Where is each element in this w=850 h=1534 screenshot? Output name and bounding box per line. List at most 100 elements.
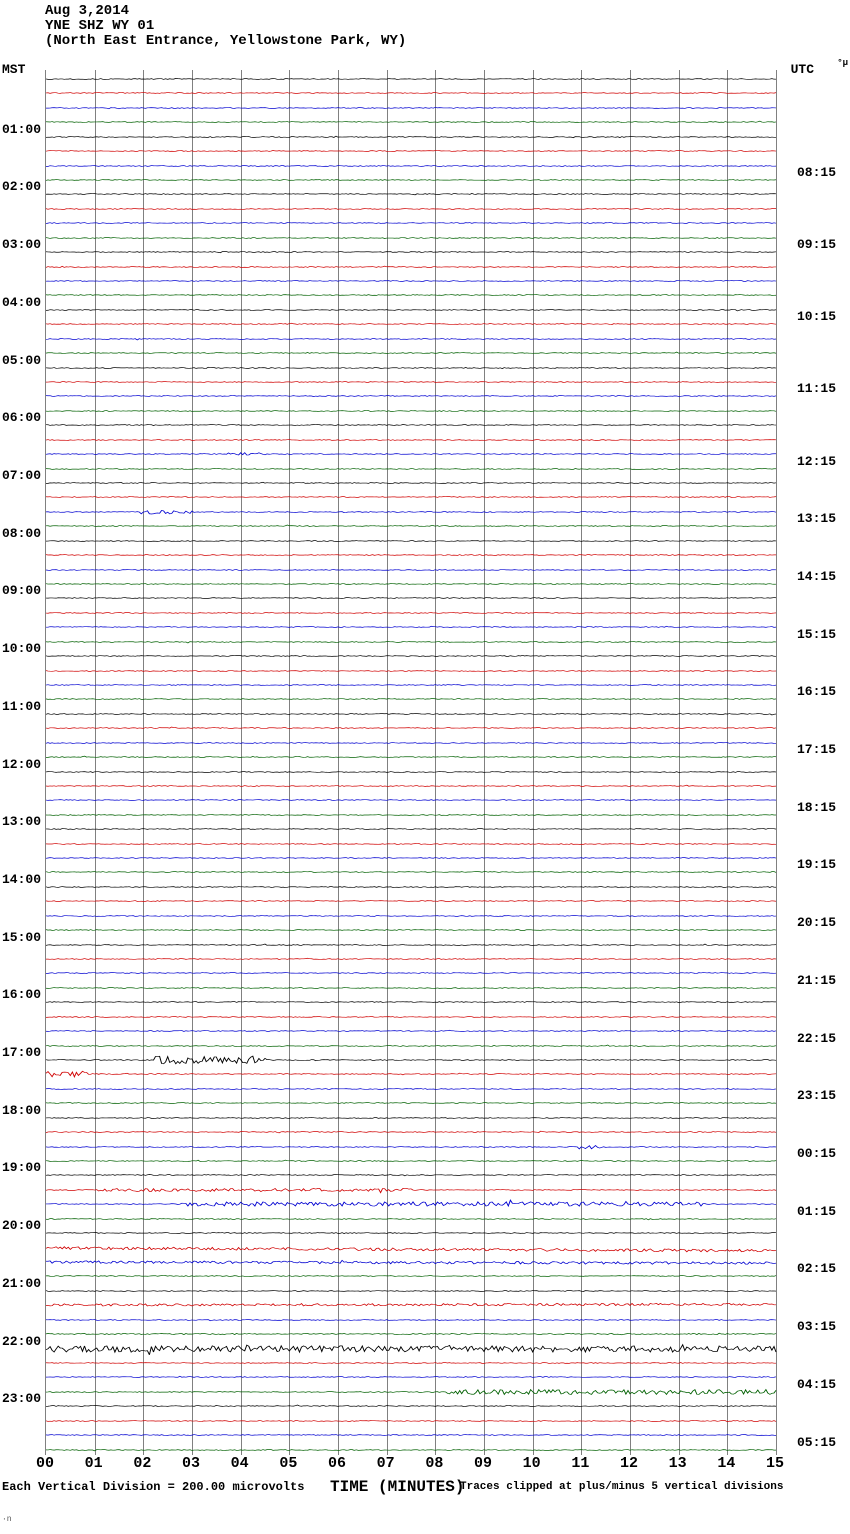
trace-row-38: -478 xyxy=(46,618,776,632)
trace-row-1: 262 xyxy=(46,84,776,98)
mst-time-label: 11:00 xyxy=(2,699,41,714)
mst-time-label: 05:00 xyxy=(2,353,41,368)
utc-time-label: 17:15 xyxy=(797,742,836,757)
trace-row-3: 253 xyxy=(46,113,776,127)
minute-tick-label: 01 xyxy=(85,1455,103,1472)
utc-time-label: 03:15 xyxy=(797,1319,836,1334)
utc-time-label: 00:15 xyxy=(797,1146,836,1161)
trace-row-51: 18:15-438 xyxy=(46,806,776,820)
trace-row-10: 201 xyxy=(46,214,776,228)
mst-time-label: 19:00 xyxy=(2,1160,41,1175)
trace-row-86: 370 xyxy=(46,1311,776,1325)
minute-tick-label: 08 xyxy=(425,1455,443,1472)
trace-row-33: -330 xyxy=(46,546,776,560)
mst-time-label: 12:00 xyxy=(2,757,41,772)
minute-tick-label: 11 xyxy=(571,1455,589,1472)
trace-row-20: 05:00184 xyxy=(46,359,776,373)
trace-row-73: 320 xyxy=(46,1123,776,1137)
trace-row-56: 14:00-220 xyxy=(46,878,776,892)
trace-row-48: 12:00-518 xyxy=(46,763,776,777)
trace-row-65: -1 xyxy=(46,1008,776,1022)
trace-row-40: 10:00-549 xyxy=(46,647,776,661)
utc-time-label: 05:15 xyxy=(797,1435,836,1450)
utc-time-label: 18:15 xyxy=(797,800,836,815)
trace-row-35: 14:15-383 xyxy=(46,575,776,589)
trace-row-95: 05:15261 xyxy=(46,1441,776,1455)
minute-tick-label: 07 xyxy=(377,1455,395,1472)
utc-time-label: 11:15 xyxy=(797,381,836,396)
minute-tick-label: 13 xyxy=(669,1455,687,1472)
trace-row-14: 198 xyxy=(46,272,776,286)
trace-row-78: 363 xyxy=(46,1195,776,1209)
utc-time-label: 09:15 xyxy=(797,237,836,252)
trace-row-69: -122 xyxy=(46,1065,776,1079)
trace-row-62: 317 xyxy=(46,964,776,978)
trace-row-12: 03:0009:15198 xyxy=(46,243,776,257)
trace-row-28: 07:00-62 xyxy=(46,474,776,488)
minute-tick-label: 09 xyxy=(474,1455,492,1472)
trace-row-23: 150 xyxy=(46,402,776,416)
utc-time-label: 15:15 xyxy=(797,627,836,642)
trace-row-4: 01:00253 xyxy=(46,128,776,142)
utc-time-label: 08:15 xyxy=(797,165,836,180)
trace-row-84: 21:00389 xyxy=(46,1282,776,1296)
mst-time-label: 10:00 xyxy=(2,641,41,656)
trace-row-24: 06:00124 xyxy=(46,416,776,430)
trace-row-8: 02:00204 xyxy=(46,185,776,199)
trace-row-44: 11:00-612 xyxy=(46,705,776,719)
trace-row-94: 271 xyxy=(46,1426,776,1440)
trace-row-91: 04:15306 xyxy=(46,1383,776,1397)
mst-time-label: 22:00 xyxy=(2,1334,41,1349)
trace-row-89: 326 xyxy=(46,1354,776,1368)
trace-row-58: -45 xyxy=(46,907,776,921)
mst-time-label: 02:00 xyxy=(2,179,41,194)
trace-row-2: 258 xyxy=(46,99,776,113)
trace-row-57: -60 xyxy=(46,892,776,906)
trace-row-6: 240 xyxy=(46,157,776,171)
minute-tick-label: 06 xyxy=(328,1455,346,1472)
utc-time-label: 16:15 xyxy=(797,684,836,699)
header-location: (North East Entrance, Yellowstone Park, … xyxy=(45,34,406,49)
trace-row-90: 315 xyxy=(46,1368,776,1382)
trace-row-77: 339 xyxy=(46,1181,776,1195)
mst-time-label: 15:00 xyxy=(2,930,41,945)
trace-row-29: -112 xyxy=(46,488,776,502)
mst-time-label: 08:00 xyxy=(2,526,41,541)
trace-row-47: 17:15-547 xyxy=(46,748,776,762)
utc-time-label: 21:15 xyxy=(797,973,836,988)
trace-row-53: -420 xyxy=(46,835,776,849)
mst-time-label: 20:00 xyxy=(2,1218,41,1233)
trace-row-42: -555 xyxy=(46,676,776,690)
seismic-trace-plot[interactable]: 26126225825301:0025325224008:1522002:002… xyxy=(45,70,777,1455)
trace-row-7: 08:15220 xyxy=(46,171,776,185)
utc-time-label: 19:15 xyxy=(797,857,836,872)
utc-time-label: 23:15 xyxy=(797,1088,836,1103)
utc-time-label: 22:15 xyxy=(797,1031,836,1046)
mst-time-label: 13:00 xyxy=(2,814,41,829)
trace-row-46: -573 xyxy=(46,734,776,748)
utc-time-label: 02:15 xyxy=(797,1261,836,1276)
trace-row-54: -415 xyxy=(46,849,776,863)
trace-row-59: 20:15-238 xyxy=(46,921,776,935)
trace-row-37: -433 xyxy=(46,604,776,618)
trace-row-87: 03:15362 xyxy=(46,1325,776,1339)
seismic-trace-line[interactable] xyxy=(46,1443,776,1457)
utc-time-label: 13:15 xyxy=(797,511,836,526)
utc-time-label: 14:15 xyxy=(797,569,836,584)
trace-row-13: 196 xyxy=(46,258,776,272)
trace-row-31: 13:15-236 xyxy=(46,517,776,531)
clip-note: Traces clipped at plus/minus 5 vertical … xyxy=(460,1481,783,1493)
trace-row-52: 13:00-448 xyxy=(46,820,776,834)
utc-time-label: 10:15 xyxy=(797,309,836,324)
trace-row-26: 42 xyxy=(46,445,776,459)
mst-time-label: 23:00 xyxy=(2,1391,41,1406)
utc-axis-label: UTC xyxy=(791,62,814,77)
time-xlabel: TIME (MINUTES) xyxy=(330,1478,464,1496)
trace-row-93: 280 xyxy=(46,1412,776,1426)
mst-time-label: 06:00 xyxy=(2,410,41,425)
mst-time-label: 21:00 xyxy=(2,1276,41,1291)
trace-row-27: 12:15-18 xyxy=(46,460,776,474)
minute-tick-label: 12 xyxy=(620,1455,638,1472)
trace-row-64: 16:00306 xyxy=(46,993,776,1007)
trace-row-66: -186 xyxy=(46,1022,776,1036)
